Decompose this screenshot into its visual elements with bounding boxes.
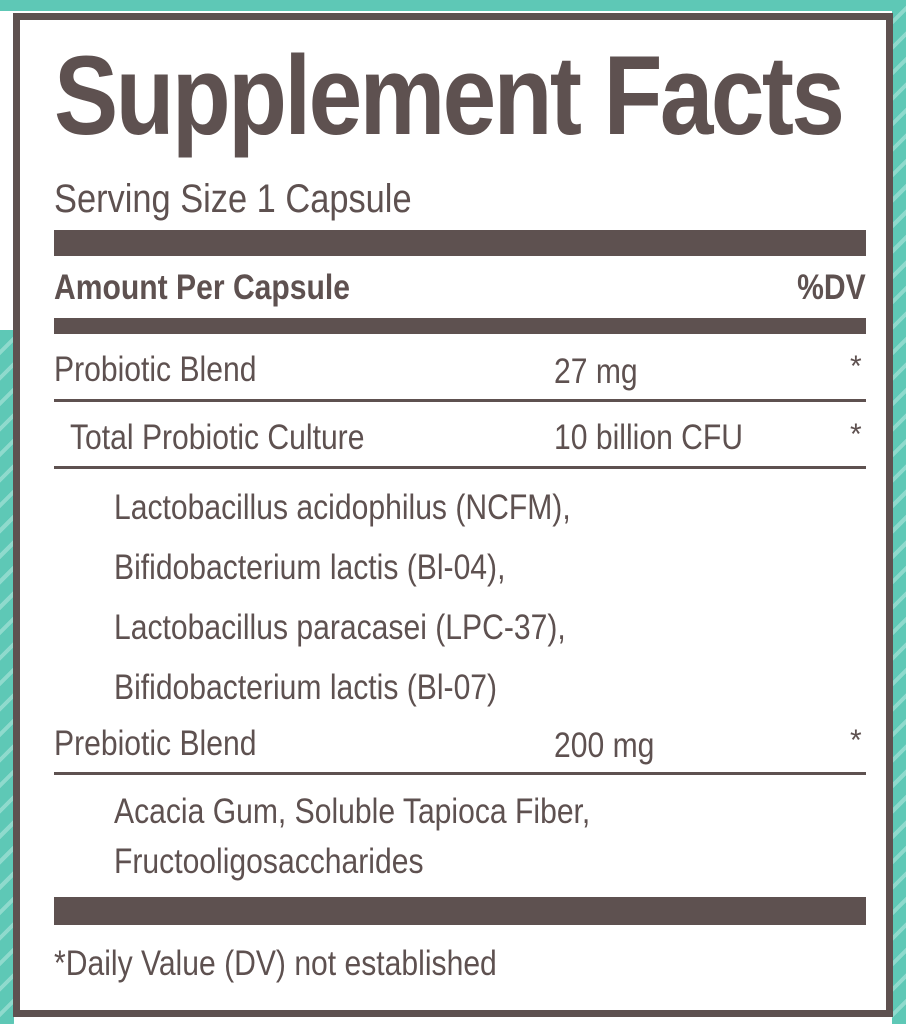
dv-header: %DV <box>797 268 866 307</box>
row-divider <box>54 399 866 402</box>
strain-item: Lactobacillus acidophilus (NCFM), <box>114 488 571 527</box>
supplement-facts-panel: Supplement Facts Serving Size 1 Capsule … <box>13 13 893 1017</box>
strain-item: Bifidobacterium lactis (Bl-07) <box>114 668 498 707</box>
teal-top-border <box>0 0 906 11</box>
row-amount: 200 mg <box>554 726 655 765</box>
medium-divider <box>54 318 866 334</box>
row-dv: * <box>850 418 862 451</box>
row-amount: 27 mg <box>554 352 638 391</box>
row-divider <box>54 772 866 775</box>
row-divider <box>54 466 866 469</box>
prebiotic-ingredient: Acacia Gum, Soluble Tapioca Fiber, <box>114 792 591 831</box>
serving-size: Serving Size 1 Capsule <box>54 177 412 221</box>
row-amount: 10 billion CFU <box>554 418 744 457</box>
row-name: Prebiotic Blend <box>54 724 257 763</box>
prebiotic-ingredient: Fructooligosaccharides <box>114 842 424 881</box>
teal-right-border <box>892 0 906 1024</box>
thick-divider <box>54 230 866 256</box>
row-dv: * <box>850 350 862 383</box>
amount-per-header: Amount Per Capsule <box>54 268 351 307</box>
thick-divider <box>54 897 866 925</box>
footnote: *Daily Value (DV) not established <box>54 944 497 983</box>
strain-item: Lactobacillus paracasei (LPC-37), <box>114 608 566 647</box>
row-name: Total Probiotic Culture <box>70 418 365 457</box>
row-name: Probiotic Blend <box>54 350 257 389</box>
strain-item: Bifidobacterium lactis (Bl-04), <box>114 548 506 587</box>
panel-title: Supplement Facts <box>54 33 845 158</box>
teal-left-border <box>0 330 14 1024</box>
row-dv: * <box>850 724 862 757</box>
